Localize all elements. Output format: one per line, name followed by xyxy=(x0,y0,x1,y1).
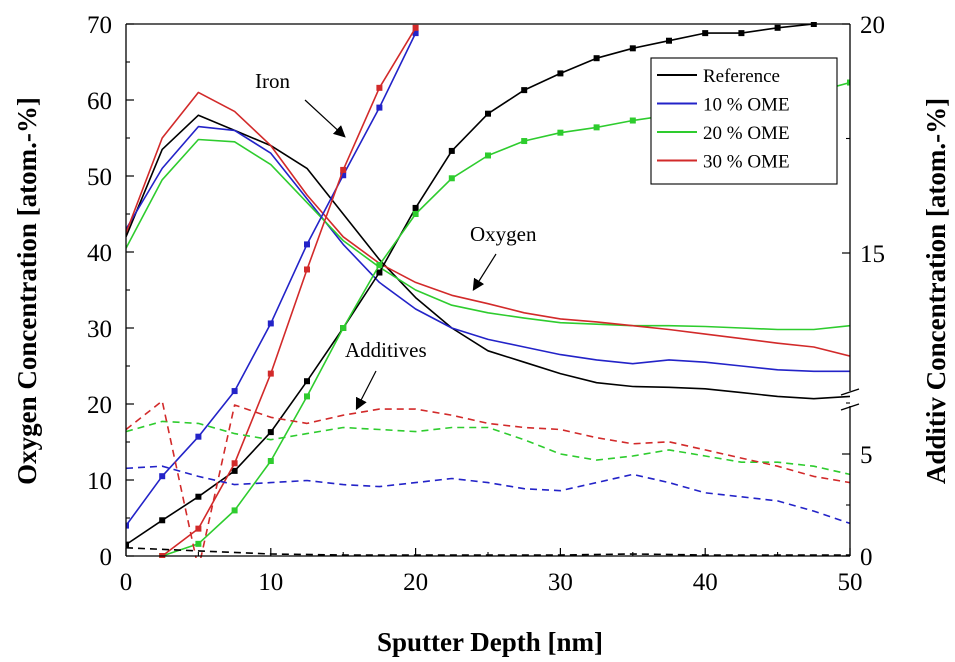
axis-break-mark xyxy=(840,388,860,396)
data-point-iron-20-ome xyxy=(231,507,238,514)
data-point-iron-reference xyxy=(702,30,709,37)
y-tick-label: 50 xyxy=(87,164,112,191)
y2-tick-label: 20 xyxy=(860,12,885,39)
series-line-oxygen-10-ome xyxy=(126,125,850,373)
annotation-arrow-iron xyxy=(304,99,346,138)
annotation-arrow-additives xyxy=(355,370,377,411)
data-point-iron-reference xyxy=(304,378,310,385)
data-point-iron-10-ome xyxy=(412,30,419,37)
series-line-oxygen-30-ome xyxy=(126,91,850,357)
data-point-iron-reference xyxy=(774,24,781,31)
data-point-iron-20-ome xyxy=(376,261,383,268)
x-tick-label: 40 xyxy=(693,569,718,596)
series-line-iron-reference xyxy=(126,23,814,546)
y-tick-label: 30 xyxy=(87,316,112,343)
series-line-oxygen-20-ome xyxy=(126,138,850,331)
legend-label-10-ome: 10 % OME xyxy=(703,95,790,116)
annotation-arrow-oxygen xyxy=(472,253,497,292)
data-point-iron-reference xyxy=(738,30,745,37)
data-point-iron-20-ome xyxy=(448,175,455,182)
data-point-iron-30-ome xyxy=(412,24,419,31)
data-point-iron-30-ome xyxy=(195,525,202,532)
data-point-iron-reference xyxy=(195,493,202,500)
data-point-iron-10-ome xyxy=(126,522,129,529)
x-tick-label: 20 xyxy=(403,569,428,596)
data-point-iron-30-ome xyxy=(376,84,383,91)
data-point-iron-20-ome xyxy=(340,325,347,331)
series-line-oxygen-reference xyxy=(126,114,850,400)
data-point-iron-20-ome xyxy=(412,211,419,217)
data-point-iron-reference xyxy=(521,87,528,94)
x-tick-label: 30 xyxy=(548,569,573,596)
y-tick-label: 20 xyxy=(87,392,112,419)
legend-label-20-ome: 20 % OME xyxy=(703,123,790,144)
data-point-iron-reference xyxy=(593,55,600,62)
y-tick-label: 40 xyxy=(87,240,112,267)
data-point-iron-10-ome xyxy=(231,388,238,395)
data-point-iron-10-ome xyxy=(304,241,310,248)
data-point-iron-reference xyxy=(557,70,564,77)
x-tick-label: 0 xyxy=(120,569,133,596)
x-tick-label: 10 xyxy=(258,569,283,596)
data-point-iron-10-ome xyxy=(159,473,166,480)
axis-break-mark xyxy=(840,403,860,411)
data-point-iron-reference xyxy=(267,429,274,436)
legend: Reference 10 % OME 20 % OME 30 % OME xyxy=(650,57,838,185)
data-point-iron-30-ome xyxy=(340,166,347,173)
data-point-iron-10-ome xyxy=(267,320,274,327)
data-point-iron-30-ome xyxy=(304,266,310,273)
annotation-iron: Iron xyxy=(255,69,290,93)
x-axis-title: Sputter Depth [nm] xyxy=(377,627,603,657)
data-point-iron-reference xyxy=(448,147,455,154)
y-tick-label: 0 xyxy=(100,544,113,571)
y2-tick-label: 0 xyxy=(860,544,873,571)
legend-label-reference: Reference xyxy=(703,66,780,87)
data-point-iron-20-ome xyxy=(304,393,310,400)
data-point-iron-10-ome xyxy=(376,104,383,111)
legend-box xyxy=(650,57,838,185)
data-point-iron-20-ome xyxy=(267,458,274,464)
y-tick-label: 70 xyxy=(87,12,112,39)
series-line-iron-30-ome xyxy=(161,27,417,557)
data-point-iron-10-ome xyxy=(340,172,347,179)
x-tick-label: 50 xyxy=(838,569,863,596)
series-line-additives-10-ome xyxy=(126,465,850,525)
data-point-iron-20-ome xyxy=(629,117,636,124)
data-point-iron-reference xyxy=(376,269,383,276)
data-point-iron-20-ome xyxy=(593,124,600,131)
data-point-iron-20-ome xyxy=(521,138,528,145)
y2-axis-title: Additiv Concentration [atom.-%] xyxy=(921,98,951,484)
data-point-iron-30-ome xyxy=(231,460,238,467)
data-point-iron-reference xyxy=(629,45,636,52)
annotation-oxygen: Oxygen xyxy=(470,222,537,246)
y-tick-label: 60 xyxy=(87,88,112,115)
series-line-additives-30-ome xyxy=(126,400,850,558)
data-point-iron-reference xyxy=(485,110,491,117)
data-point-iron-30-ome xyxy=(267,370,274,377)
y-tick-label: 10 xyxy=(87,468,112,495)
series-line-additives-20-ome xyxy=(126,420,850,476)
data-point-iron-20-ome xyxy=(485,152,491,159)
annotation-additives: Additives xyxy=(345,338,427,362)
data-point-iron-20-ome xyxy=(557,129,564,136)
annotations: Iron Oxygen Additives xyxy=(255,69,537,411)
data-point-iron-reference xyxy=(666,37,672,44)
legend-label-30-ome: 30 % OME xyxy=(703,152,790,173)
data-point-iron-20-ome xyxy=(847,79,850,86)
y2-tick-label: 15 xyxy=(860,241,885,268)
data-point-iron-reference xyxy=(159,517,166,524)
data-point-iron-10-ome xyxy=(195,433,202,440)
data-point-iron-20-ome xyxy=(195,540,202,547)
y2-tick-label: 5 xyxy=(860,442,873,469)
data-point-iron-reference xyxy=(126,541,129,548)
data-point-iron-reference xyxy=(412,204,419,211)
series-line-iron-10-ome xyxy=(126,32,417,527)
y-axis-title: Oxygen Concentration [atom.-%] xyxy=(12,97,42,485)
data-point-iron-reference xyxy=(231,467,238,474)
